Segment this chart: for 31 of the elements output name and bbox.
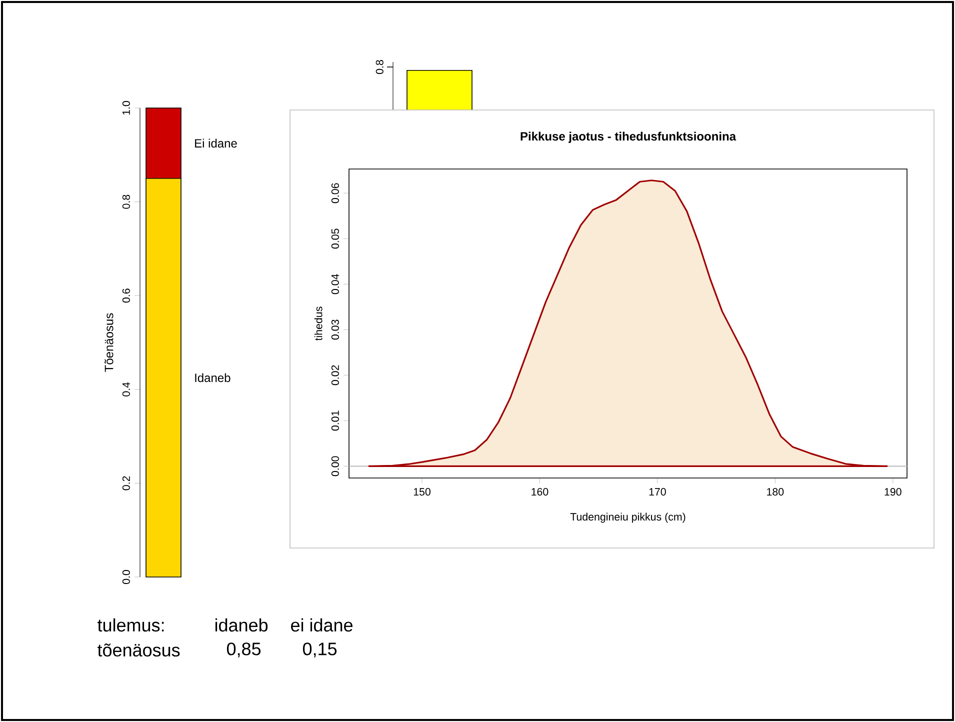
y-axis-title: tihedus	[314, 306, 322, 341]
x-tick-label: 190	[884, 488, 902, 496]
text: 0,85	[226, 642, 261, 658]
x-axis-title: Tudengineiu pikkus (cm)	[570, 512, 686, 523]
y-tick-label: 0.04	[331, 274, 339, 294]
y-tick-label: 0.8	[122, 194, 130, 209]
y-tick-label: 1.0	[122, 100, 130, 115]
y-tick-label: 0.03	[331, 320, 339, 340]
x-tick-label: 170	[649, 488, 666, 496]
y-tick-label: 0.00	[331, 456, 339, 476]
series-label: Idaneb	[195, 373, 230, 382]
text: 0.8	[376, 60, 384, 74]
x-tick-label: 160	[532, 488, 548, 496]
text: 0,15	[302, 642, 337, 658]
text: tulemus:	[98, 618, 164, 632]
y-tick-label: 0.05	[331, 228, 339, 249]
x-tick-label: 180	[767, 488, 784, 496]
y-tick-label: 0.0	[122, 570, 130, 584]
text: idaneb	[215, 618, 268, 632]
y-tick-label: 0.4	[122, 382, 130, 396]
y-tick-label: 0.2	[122, 476, 130, 490]
y-tick-label: 0.01	[331, 410, 339, 431]
series-label: Ei idane	[195, 138, 237, 148]
y-axis-title: Tõenäosus	[104, 313, 114, 372]
text: ei idane	[291, 618, 353, 632]
y-tick-label: 0.02	[331, 365, 339, 386]
y-tick-label: 0.6	[122, 288, 130, 303]
y-tick-label: 0.06	[331, 183, 339, 204]
chart-title: Pikkuse jaotus - tihedusfunktsioonina	[520, 132, 736, 143]
x-tick-label: 150	[414, 488, 430, 496]
text: tõenäosus	[98, 643, 180, 657]
